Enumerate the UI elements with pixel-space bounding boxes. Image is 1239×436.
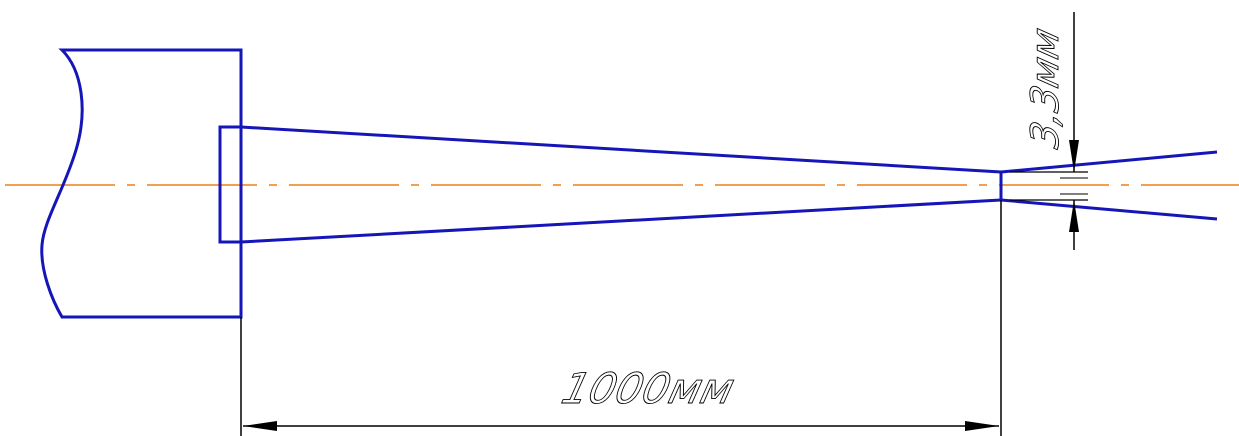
beam-upper-edge [240,125,1002,174]
gap-arrow-top [1069,140,1079,172]
holder-body [40,48,243,319]
clamp-insert [218,125,243,244]
beam-lower-edge [240,198,1002,244]
gap-arrow-bottom [1069,200,1079,232]
length-dimension-label: 1000мм [557,365,739,414]
length-arrow-right [965,421,999,431]
beam-diverging-lower [1000,198,1218,221]
gap-dimension-label: 3,3мм [1024,24,1068,153]
length-arrow-left [243,421,277,431]
beam-diverging-upper [1000,150,1218,174]
